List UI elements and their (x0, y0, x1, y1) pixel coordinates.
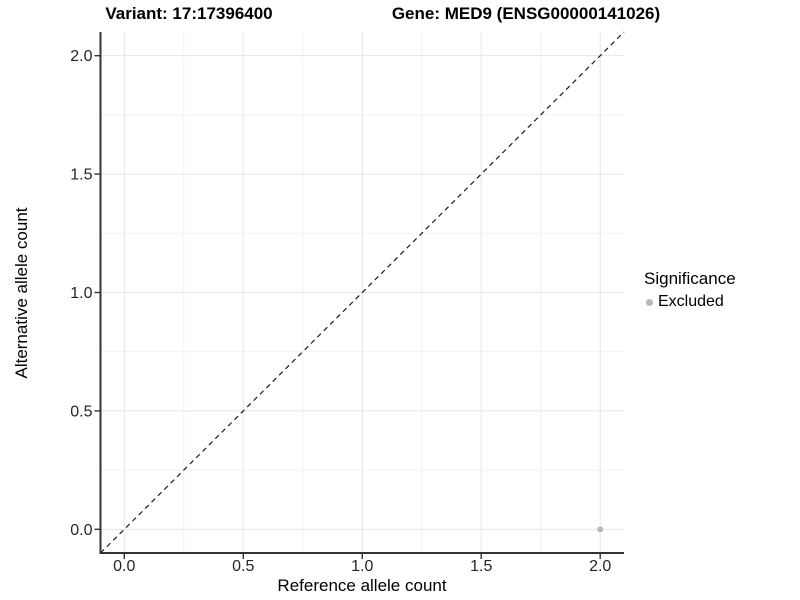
variant-title: Variant: 17:17396400 (105, 4, 273, 23)
legend: Significance Excluded (644, 269, 736, 312)
x-tick-label: 2.0 (589, 558, 611, 575)
legend-entry-label: Excluded (658, 293, 724, 310)
y-tick-label: 1.5 (70, 167, 92, 184)
y-tick-label: 0.5 (70, 403, 92, 420)
identity-dashed-line (100, 31, 625, 554)
x-axis-title: Reference allele count (277, 576, 447, 595)
legend-title: Significance (644, 269, 736, 288)
excluded-point-icon (646, 298, 653, 306)
y-axis-title: Alternative allele count (12, 207, 31, 379)
gene-title: Gene: MED9 (ENSG00000141026) (391, 4, 661, 23)
y-tick-label: 0.0 (70, 522, 92, 539)
y-tick-label: 1.0 (70, 285, 92, 302)
x-tick-label: 0.5 (232, 558, 254, 575)
x-tick-label: 1.5 (470, 558, 492, 575)
data-point-excluded (597, 526, 604, 533)
y-tick-label: 2.0 (70, 48, 92, 65)
legend-entry-excluded: Excluded (644, 292, 736, 312)
x-tick-label: 1.0 (351, 558, 373, 575)
x-tick-label: 0.0 (113, 558, 135, 575)
